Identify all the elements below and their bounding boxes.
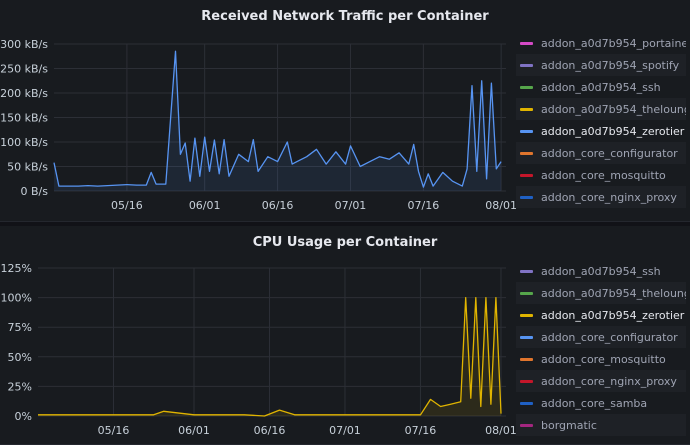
legend-swatch	[520, 129, 533, 133]
legend-label: addon_a0d7b954_zerotier	[541, 124, 685, 138]
cpu-usage-chart: 0% 25% 50% 75% 100% 125% 05/16 06/01 06/16 07/01 0…	[1, 262, 516, 437]
x-tick-label: 06/16	[262, 199, 294, 212]
x-tick-label: 05/16	[111, 199, 143, 212]
legend-label: addon_a0d7b954_thelounge	[541, 286, 686, 300]
legend-label: addon_core_nginx_proxy	[541, 190, 677, 204]
network-traffic-chart: 0 B/s 50 kB/s 100 kB/s 150 kB/s 200 kB/s 250 …	[0, 38, 516, 212]
legend-item[interactable]: addon_a0d7b954_thelounge	[516, 98, 686, 120]
x-tick-label: 07/16	[405, 424, 437, 437]
legend-label: addon_core_configurator	[541, 146, 678, 160]
legend-label: addon_core_configurator	[541, 330, 678, 344]
legend-label: addon_a0d7b954_thelounge	[541, 102, 686, 116]
cpu-legend: addon_a0d7b954_ssh addon_a0d7b954_theloun…	[516, 260, 686, 443]
y-tick-label: 100%	[1, 292, 32, 305]
y-tick-label: 50%	[8, 351, 32, 364]
legend-swatch	[520, 423, 533, 427]
panel-title: Received Network Traffic per Container	[201, 9, 489, 24]
series-line	[53, 50, 502, 188]
y-tick-label: 300 kB/s	[0, 38, 48, 51]
legend-swatch	[520, 107, 533, 111]
x-tick-label: 08/01	[485, 424, 516, 437]
legend-label: addon_core_nginx_proxy	[541, 374, 677, 388]
y-tick-label: 150 kB/s	[0, 112, 48, 125]
series-line	[38, 296, 502, 417]
legend-swatch	[520, 313, 533, 317]
cpu-usage-panel: CPU Usage per Container 0% 25% 50% 75% 100% 1…	[0, 226, 690, 445]
legend-item[interactable]: addon_a0d7b954_ssh	[516, 76, 686, 98]
legend-label: borgmatic	[541, 418, 597, 432]
legend-item[interactable]: addon_core_configurator	[516, 326, 686, 348]
legend-label: addon_a0d7b954_ssh	[541, 80, 661, 94]
legend-swatch	[520, 63, 533, 67]
grid: 0% 25% 50% 75% 100% 125% 05/16 06/01 06/16 07/01 0…	[1, 262, 516, 437]
legend-label: addon_core_samba	[541, 396, 648, 410]
legend-item[interactable]: addon_core_mosquitto	[516, 348, 686, 370]
legend-item[interactable]: addon_a0d7b954_zerotier	[516, 120, 686, 142]
legend-swatch	[520, 173, 533, 177]
legend-swatch	[520, 151, 533, 155]
legend-swatch	[520, 291, 533, 295]
legend-swatch	[520, 357, 533, 361]
network-legend: addon_a0d7b954_portainer addon_a0d7b954_s…	[516, 32, 686, 212]
legend-item[interactable]: addon_a0d7b954_spotify	[516, 54, 686, 76]
panel-title: CPU Usage per Container	[252, 235, 438, 250]
y-tick-label: 75%	[8, 321, 32, 334]
legend-label: addon_a0d7b954_portainer	[541, 36, 686, 50]
y-tick-label: 100 kB/s	[0, 136, 48, 149]
legend-item[interactable]: addon_core_mosquitto	[516, 164, 686, 186]
x-tick-label: 08/01	[485, 199, 516, 212]
legend-label: addon_core_mosquitto	[541, 352, 666, 366]
legend-item[interactable]: borgmatic	[516, 414, 686, 436]
y-tick-label: 250 kB/s	[0, 63, 48, 76]
legend-item[interactable]: addon_a0d7b954_ssh	[516, 260, 686, 282]
y-tick-label: 125%	[1, 262, 32, 275]
x-tick-label: 07/01	[329, 424, 361, 437]
x-tick-label: 05/16	[98, 424, 130, 437]
legend-swatch	[520, 269, 533, 273]
y-tick-label: 25%	[8, 380, 32, 393]
x-tick-label: 07/01	[335, 199, 367, 212]
x-tick-label: 07/16	[408, 199, 440, 212]
grid: 0 B/s 50 kB/s 100 kB/s 150 kB/s 200 kB/s 250 …	[0, 38, 516, 212]
network-traffic-panel: Received Network Traffic per Container 0…	[0, 0, 690, 222]
legend-item[interactable]: addon_a0d7b954_thelounge	[516, 282, 686, 304]
legend-swatch	[520, 41, 533, 45]
legend-label: addon_a0d7b954_zerotier	[541, 308, 685, 322]
legend-item[interactable]: addon_core_samba	[516, 392, 686, 414]
y-tick-label: 0 B/s	[21, 185, 49, 198]
series-area	[38, 297, 501, 416]
legend-label: addon_a0d7b954_ssh	[541, 264, 661, 278]
x-tick-label: 06/01	[189, 199, 221, 212]
legend-label: addon_core_mosquitto	[541, 168, 666, 182]
legend-item[interactable]: addon_a0d7b954_zerotier	[516, 304, 686, 326]
legend-swatch	[520, 85, 533, 89]
legend-item[interactable]: addon_core_configurator	[516, 142, 686, 164]
series-area	[54, 51, 502, 191]
legend-item[interactable]: addon_a0d7b954_portainer	[516, 32, 686, 54]
legend-label: addon_a0d7b954_spotify	[541, 58, 680, 72]
legend-swatch	[520, 401, 533, 405]
legend-swatch	[520, 335, 533, 339]
x-tick-label: 06/01	[178, 424, 210, 437]
y-tick-label: 0%	[15, 410, 32, 423]
x-tick-label: 06/16	[254, 424, 286, 437]
y-tick-label: 200 kB/s	[0, 87, 48, 100]
legend-swatch	[520, 195, 533, 199]
legend-item[interactable]: addon_core_nginx_proxy	[516, 186, 686, 208]
y-tick-label: 50 kB/s	[7, 161, 48, 174]
legend-swatch	[520, 379, 533, 383]
legend-item[interactable]: addon_core_nginx_proxy	[516, 370, 686, 392]
